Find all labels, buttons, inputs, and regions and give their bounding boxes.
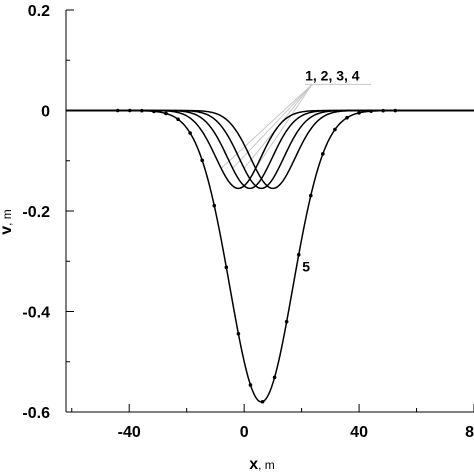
x-axis-title: x, m	[249, 456, 275, 473]
series-point-5	[381, 108, 386, 113]
y-tick-label: -0.4	[22, 305, 50, 322]
series-point-5	[272, 375, 277, 380]
y-tick-label: -0.6	[22, 405, 50, 422]
x-tick-label: -40	[118, 424, 141, 441]
leader-line	[232, 84, 313, 169]
leader-line	[220, 83, 313, 169]
y-tick-label: 0.2	[28, 3, 50, 20]
axes	[65, 10, 474, 413]
series-point-5	[200, 158, 204, 163]
series-point-5	[260, 399, 265, 404]
series-line-2	[66, 109, 474, 190]
series-point-5	[357, 111, 361, 115]
annotation-leaders	[220, 83, 372, 169]
x-tick-label: 80	[465, 424, 474, 441]
series-markers	[115, 108, 398, 404]
series-point-5	[115, 108, 120, 113]
y-axis-title: v, m	[0, 209, 15, 235]
series-point-5	[176, 117, 180, 122]
series-point-5	[212, 203, 217, 208]
y-tick-label: -0.2	[22, 204, 50, 221]
series-point-5	[321, 152, 325, 156]
y-tick-label: 0	[41, 104, 50, 121]
series-line-5	[66, 109, 474, 403]
series-point-5	[164, 111, 168, 116]
series-point-5	[296, 252, 301, 257]
series-line-3	[66, 109, 474, 190]
series-point-5	[236, 331, 241, 336]
text-labels: x, m v, m 1, 2, 3, 4 5	[0, 67, 360, 473]
series-point-5	[284, 319, 289, 324]
series-line-1	[66, 109, 474, 190]
series-point-5	[345, 115, 349, 120]
series-point-5	[393, 108, 398, 113]
x-tick-label: 0	[240, 424, 249, 441]
series-point-5	[369, 109, 373, 113]
x-tick-label: 40	[350, 424, 368, 441]
series-point-5	[309, 193, 313, 198]
leader-line	[255, 84, 313, 169]
curve-label-1: 1, 2, 3, 4	[305, 67, 360, 83]
series-point-5	[333, 127, 337, 132]
series-point-5	[188, 131, 192, 135]
series-point-5	[152, 109, 156, 114]
series-point-5	[140, 108, 144, 113]
series-lines	[66, 109, 474, 403]
series-point-5	[224, 265, 229, 270]
series-line-4	[66, 109, 474, 190]
series-point-5	[248, 383, 253, 387]
series-point-5	[127, 108, 132, 113]
curve-label-2: 5	[302, 258, 310, 274]
ticks: -40 0 40 80 0.2 0 -0.2 -0.4 -0.6	[22, 3, 474, 441]
